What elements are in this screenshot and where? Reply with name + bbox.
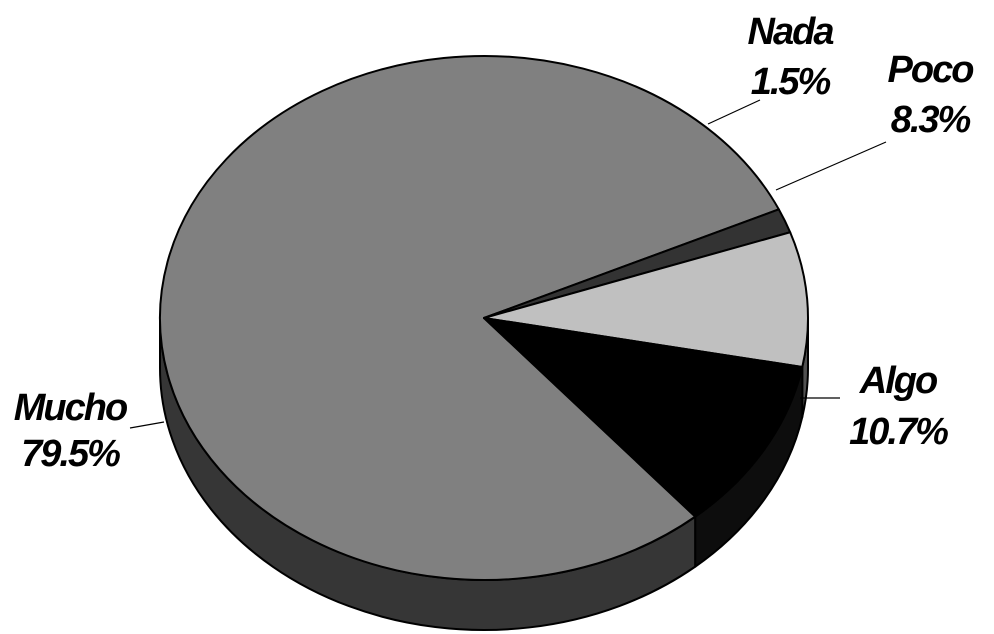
leader-lines (129, 99, 887, 429)
leader-line-mucho (129, 421, 165, 429)
slice-label-nada: Nada (748, 11, 835, 53)
slice-value-nada: 1.5% (751, 61, 831, 103)
pie-slice-mucho (159, 55, 780, 581)
pie-slice-algo (483, 317, 804, 518)
slice-value-algo: 10.7% (849, 411, 948, 453)
slice-value-poco: 8.3% (891, 99, 971, 141)
pie-top (159, 55, 809, 581)
slice-label-algo: Algo (859, 360, 937, 402)
slice-label-poco: Poco (888, 49, 974, 91)
leader-line-poco (775, 141, 887, 191)
slice-label-mucho: Mucho (14, 387, 127, 429)
leader-line-nada (707, 99, 761, 125)
slice-value-mucho: 79.5% (21, 433, 120, 475)
pie-slice-poco (483, 231, 809, 369)
